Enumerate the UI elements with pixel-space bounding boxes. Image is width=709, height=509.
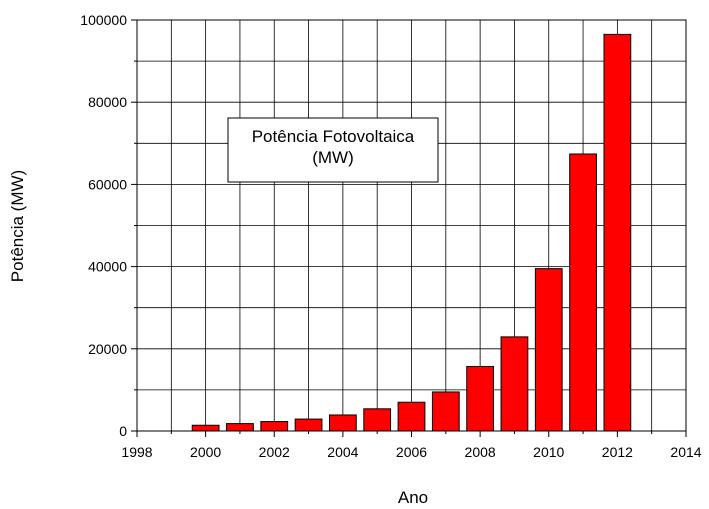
y-tick-labels: 0 20000 40000 60000 80000 100000 (80, 12, 127, 439)
bar-2000 (191, 424, 220, 432)
y-tick-label: 0 (119, 423, 127, 439)
x-tick-label: 2006 (396, 444, 427, 460)
bar-2012 (603, 33, 632, 432)
bars-group (191, 33, 632, 432)
bar-2004 (328, 414, 357, 432)
x-tick-labels: 1998 2000 2002 2004 2006 2008 2010 2012 2014 (121, 444, 701, 460)
legend-line-2: (MW) (312, 148, 354, 167)
bar-2011 (569, 153, 597, 432)
y-tick-label: 60000 (88, 176, 127, 192)
tick-marks (131, 19, 687, 437)
bar-2003 (294, 418, 323, 432)
y-tick-label: 80000 (88, 94, 127, 110)
x-tick-label: 2008 (465, 444, 496, 460)
bar-2009 (500, 336, 529, 432)
bar-2008 (466, 365, 495, 432)
bar-2010 (534, 268, 563, 432)
x-tick-label: 2000 (190, 444, 221, 460)
bar-2001 (226, 423, 254, 432)
y-tick-label: 40000 (88, 259, 127, 275)
legend-line-1: Potência Fotovoltaica (252, 127, 415, 146)
bar-2002 (260, 421, 289, 432)
x-tick-label: 2002 (259, 444, 290, 460)
x-tick-label: 2012 (602, 444, 633, 460)
bar-2005 (363, 408, 392, 432)
x-tick-label: 2010 (533, 444, 564, 460)
x-tick-label: 2014 (670, 444, 701, 460)
bar-2007 (431, 391, 460, 432)
bar-2006 (397, 401, 426, 432)
x-tick-label: 2004 (327, 444, 358, 460)
legend-frame (227, 117, 439, 183)
y-axis-title: Potência (MW) (8, 170, 27, 282)
x-tick-label: 1998 (121, 444, 152, 460)
legend-box: Potência Fotovoltaica (MW) (227, 117, 439, 183)
y-tick-label: 20000 (88, 341, 127, 357)
x-axis-title: Ano (398, 488, 428, 507)
y-tick-label: 100000 (80, 12, 127, 28)
